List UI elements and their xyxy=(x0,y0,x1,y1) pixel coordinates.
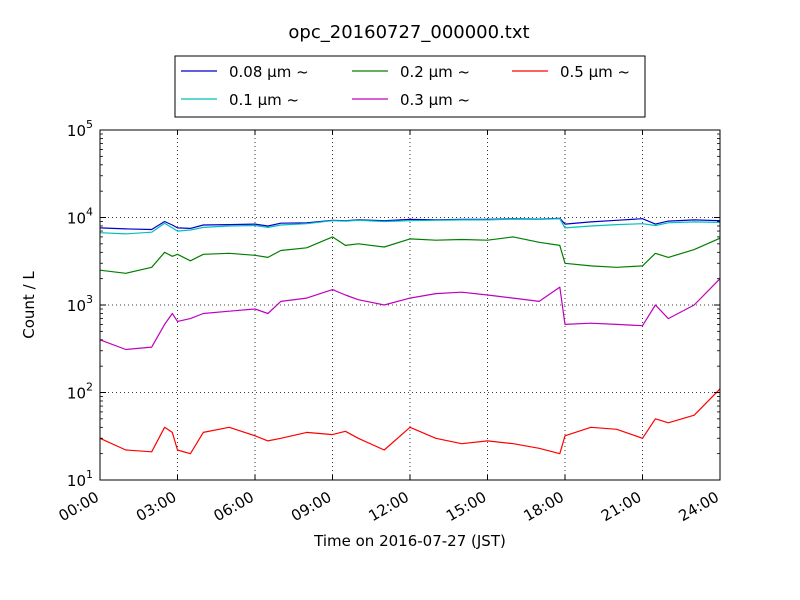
y-tick-label: 101 xyxy=(67,468,93,490)
legend-label: 0.3 μm ~ xyxy=(400,91,470,109)
legend-frame xyxy=(174,55,646,118)
series-line-2 xyxy=(99,236,721,274)
axis-ticks xyxy=(99,129,721,481)
y-tick-mantissa: 10 xyxy=(67,122,86,140)
y-tick-exponent: 2 xyxy=(86,381,93,394)
y-tick-mantissa: 10 xyxy=(67,210,86,228)
y-tick-mantissa: 10 xyxy=(67,472,86,490)
grid-lines xyxy=(100,130,720,480)
series-line-1 xyxy=(99,218,721,235)
y-tick-label: 102 xyxy=(67,381,93,403)
series-layer xyxy=(99,217,721,455)
legend-label: 0.08 μm ~ xyxy=(229,63,309,81)
y-tick-mantissa: 10 xyxy=(67,385,86,403)
y-tick-mantissa: 10 xyxy=(67,297,86,315)
legend: 0.08 μm ~ 0.1 μm ~ 0.2 μm ~ 0.3 μm ~ 0.5 μm … xyxy=(174,55,646,118)
y-tick-exponent: 4 xyxy=(86,206,93,219)
chart-title: opc_20160727_000000.txt xyxy=(288,22,529,43)
x-axis-label: Time on 2016-07-27 (JST) xyxy=(313,532,506,550)
y-tick-exponent: 3 xyxy=(86,293,93,306)
y-tick-label: 103 xyxy=(67,293,93,315)
y-tick-label: 104 xyxy=(67,206,93,228)
y-tick-exponent: 5 xyxy=(86,118,93,131)
y-axis-label: Count / L xyxy=(20,271,38,339)
legend-label: 0.2 μm ~ xyxy=(400,63,470,81)
legend-label: 0.1 μm ~ xyxy=(229,91,299,109)
y-tick-exponent: 1 xyxy=(86,468,93,481)
y-tick-label: 105 xyxy=(67,118,93,140)
series-line-4 xyxy=(99,388,721,455)
series-line-3 xyxy=(99,278,721,351)
legend-label: 0.5 μm ~ xyxy=(560,63,630,81)
